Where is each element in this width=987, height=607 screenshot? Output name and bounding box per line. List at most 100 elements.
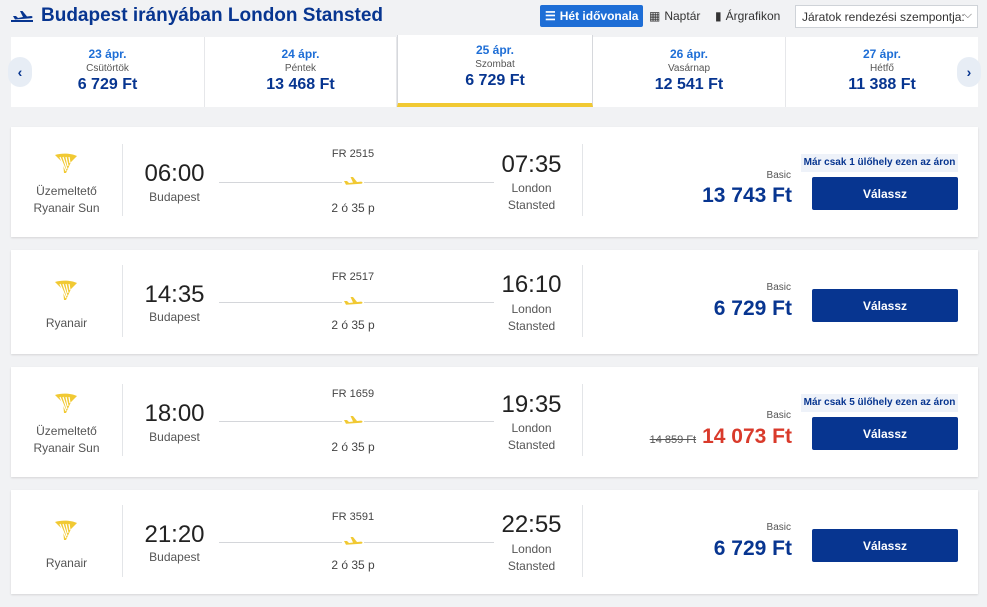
price-value: 13 743 Ft (702, 184, 792, 207)
arrival-airport: Stansted (507, 438, 556, 452)
date-option[interactable]: 24 ápr. Péntek 13 468 Ft (205, 37, 397, 107)
operator-name: Ryanair Sun (33, 441, 100, 455)
date-price: 11 388 Ft (848, 76, 916, 93)
plane-icon (342, 176, 364, 188)
date-price: 6 729 Ft (465, 72, 525, 89)
arrival-city: London (511, 421, 552, 435)
view-calendar-button[interactable]: ▦ Naptár (644, 5, 705, 27)
departure-city: Budapest (149, 190, 200, 204)
bar-chart-icon: ▮ (715, 9, 722, 23)
fare-type: Basic (766, 410, 791, 421)
date-label: 26 ápr. (669, 47, 709, 61)
flight-duration: 2 ó 35 p (331, 558, 375, 572)
plane-icon (342, 296, 364, 308)
view-label: Árgrafikon (725, 9, 781, 23)
arrival-airport: Stansted (507, 198, 556, 212)
airline-block: Ryanair (11, 250, 122, 354)
date-option-selected[interactable]: 25 ápr. Szombat 6 729 Ft (397, 35, 593, 107)
date-option[interactable]: 27 ápr. Hétfő 11 388 Ft (786, 37, 978, 107)
departure-time: 21:20 (144, 521, 205, 548)
date-option[interactable]: 26 ápr. Vasárnap 12 541 Ft (593, 37, 786, 107)
sort-select[interactable]: Járatok rendezési szempontja: ⌵ (795, 5, 978, 28)
arrival-city: London (511, 542, 552, 556)
results-header: Budapest irányában London Stansted ☰ Hét… (0, 0, 987, 36)
price: 6 729 Ft (611, 537, 792, 561)
weekday-label: Péntek (284, 63, 317, 74)
weekday-label: Csütörtök (86, 63, 129, 74)
plane-takeoff-icon (11, 11, 33, 22)
arrival-city: London (511, 302, 552, 316)
airline-block: Ryanair (11, 490, 122, 594)
ryanair-harp-logo-icon (55, 153, 77, 173)
date-carousel: 23 ápr. Csütörtök 6 729 Ft 24 ápr. Pénte… (8, 35, 981, 107)
divider (122, 384, 123, 456)
discounted-price: 14 073 Ft (702, 425, 792, 448)
flight-duration: 2 ó 35 p (331, 440, 375, 454)
price: 6 729 Ft (611, 297, 792, 321)
departure-time: 06:00 (144, 160, 205, 187)
price-value: 6 729 Ft (713, 537, 792, 560)
price: 14 859 Ft 14 073 Ft (611, 425, 792, 449)
view-price-chart-button[interactable]: ▮ Árgrafikon (710, 5, 785, 27)
departure-time: 18:00 (144, 400, 205, 427)
operator-label: Üzemeltető (36, 424, 97, 438)
weekday-label: Szombat (475, 59, 515, 70)
flight-card: Üzemeltető Ryanair Sun 18:00 Budapest FR… (11, 367, 978, 477)
date-price: 12 541 Ft (654, 76, 724, 93)
flight-duration: 2 ó 35 p (331, 318, 375, 332)
date-label: 25 ápr. (475, 43, 515, 57)
departure-time: 14:35 (144, 281, 205, 308)
sort-label: Járatok rendezési szempontja: (802, 9, 965, 24)
flight-number: FR 2515 (331, 148, 375, 160)
arrival-city: London (511, 181, 552, 195)
fare-type: Basic (766, 522, 791, 533)
plane-icon (342, 415, 364, 427)
date-label: 23 ápr. (88, 47, 127, 61)
original-price: 14 859 Ft (649, 434, 697, 446)
date-label: 27 ápr. (862, 47, 902, 61)
divider (122, 144, 123, 216)
flight-card: Üzemeltető Ryanair Sun 06:00 Budapest FR… (11, 127, 978, 237)
arrival-time: 07:35 (501, 151, 562, 178)
flight-number: FR 1659 (331, 388, 375, 400)
flight-number: FR 2517 (331, 271, 375, 283)
view-week-timeline-button[interactable]: ☰ Hét idővonala (540, 5, 644, 27)
divider (122, 505, 123, 577)
ryanair-harp-logo-icon (55, 520, 77, 540)
next-dates-button[interactable]: › (957, 57, 981, 87)
divider (122, 265, 123, 337)
previous-dates-button[interactable]: ‹ (8, 57, 32, 87)
select-flight-button[interactable]: Válassz (812, 177, 958, 210)
seats-left-badge: Már csak 5 ülőhely ezen az áron (801, 394, 958, 412)
flight-number: FR 3591 (331, 511, 375, 523)
price: 13 743 Ft (611, 184, 792, 208)
weekday-label: Hétfő (870, 63, 894, 74)
date-price: 6 729 Ft (77, 76, 138, 93)
flight-card: Ryanair 14:35 Budapest FR 2517 2 ó 35 p … (11, 250, 978, 354)
departure-city: Budapest (149, 430, 200, 444)
price-value: 6 729 Ft (713, 297, 792, 320)
date-price: 13 468 Ft (266, 76, 335, 93)
operator-name: Ryanair (45, 556, 88, 570)
page-title: Budapest irányában London Stansted (41, 5, 384, 26)
select-flight-button[interactable]: Válassz (812, 289, 958, 322)
view-label: Naptár (664, 9, 701, 23)
divider (582, 144, 583, 216)
flight-card: Ryanair 21:20 Budapest FR 3591 2 ó 35 p … (11, 490, 978, 594)
chevron-left-icon: ‹ (17, 64, 23, 80)
select-flight-button[interactable]: Válassz (812, 529, 958, 562)
ryanair-harp-logo-icon (55, 393, 77, 413)
divider (582, 384, 583, 456)
departure-city: Budapest (149, 550, 200, 564)
arrival-time: 22:55 (501, 511, 562, 538)
chevron-down-icon: ⌵ (963, 9, 972, 21)
date-option[interactable]: 23 ápr. Csütörtök 6 729 Ft (11, 37, 205, 107)
divider (582, 265, 583, 337)
airline-block: Üzemeltető Ryanair Sun (11, 367, 122, 477)
select-flight-button[interactable]: Válassz (812, 417, 958, 450)
date-label: 24 ápr. (281, 47, 320, 61)
operator-name: Ryanair Sun (33, 201, 100, 215)
departure-city: Budapest (149, 310, 200, 324)
arrival-time: 16:10 (501, 271, 562, 298)
list-icon: ☰ (545, 9, 556, 23)
